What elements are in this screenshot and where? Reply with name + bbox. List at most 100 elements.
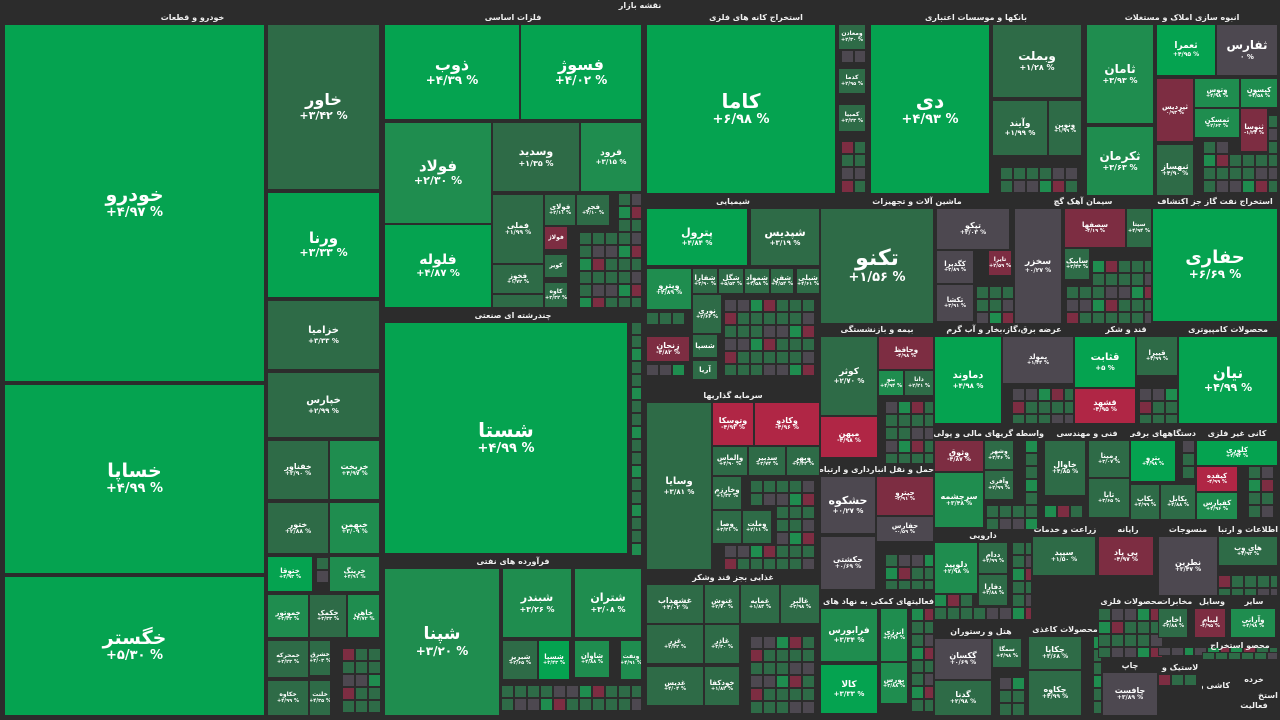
stock-tile[interactable]: وثوق -۴/۸۷ % [934, 440, 984, 472]
small-stock-tile[interactable] [924, 621, 934, 634]
small-stock-tile[interactable] [1111, 647, 1124, 658]
small-stock-tile[interactable] [789, 364, 802, 376]
small-stock-tile[interactable] [1064, 414, 1074, 424]
small-stock-tile[interactable] [631, 387, 642, 400]
small-stock-tile[interactable] [789, 299, 802, 312]
small-stock-tile[interactable] [631, 271, 642, 284]
stock-tile[interactable]: وآرانی +۴/۹۸ % [1230, 608, 1276, 638]
stock-tile[interactable]: گدنا +۲/۹۸ % [934, 680, 992, 716]
small-stock-tile[interactable] [789, 662, 802, 675]
stock-tile[interactable]: وتوسکا -۴/۹۳ % [712, 402, 754, 446]
small-stock-tile[interactable] [631, 322, 642, 335]
stock-tile[interactable]: بکاب +۴/۹۹ % [1130, 484, 1160, 520]
small-stock-tile[interactable] [1242, 180, 1255, 193]
small-stock-tile[interactable] [1025, 555, 1032, 568]
small-stock-tile[interactable] [763, 364, 776, 376]
small-stock-tile[interactable] [1111, 621, 1124, 634]
small-stock-tile[interactable] [1098, 647, 1111, 658]
small-stock-tile[interactable] [316, 570, 329, 583]
small-stock-tile[interactable] [579, 232, 592, 245]
small-stock-tile[interactable] [924, 660, 934, 673]
small-stock-tile[interactable] [976, 299, 989, 312]
stock-tile[interactable]: حپترو -۴/۹۱ % [876, 476, 934, 516]
stock-tile[interactable]: وپترو +۴/۸۹ % [646, 268, 692, 310]
small-stock-tile[interactable] [618, 284, 631, 297]
small-stock-tile[interactable] [1171, 647, 1184, 656]
stock-tile[interactable]: تابا +۳/۶۵ % [1088, 478, 1130, 518]
small-stock-tile[interactable] [960, 607, 973, 620]
small-stock-tile[interactable] [1268, 154, 1278, 167]
small-stock-tile[interactable] [802, 312, 815, 325]
small-stock-tile[interactable] [1025, 440, 1038, 453]
small-stock-tile[interactable] [924, 414, 934, 427]
small-stock-tile[interactable] [802, 688, 815, 701]
small-stock-tile[interactable] [924, 427, 934, 440]
small-stock-tile[interactable] [724, 545, 737, 558]
small-stock-tile[interactable] [924, 673, 934, 686]
small-stock-tile[interactable] [1268, 128, 1278, 141]
stock-tile[interactable]: کوثر +۲/۷۰ % [820, 336, 878, 416]
small-stock-tile[interactable] [1025, 518, 1038, 530]
stock-tile[interactable]: ونوین +۱/۹۹ % [1048, 100, 1082, 156]
stock-tile[interactable]: خرینگ +۴/۹۱ % [329, 556, 380, 592]
stock-tile[interactable]: خودکفا +۱/۸۲ % [704, 666, 740, 706]
stock-tile[interactable]: غزر +۲/۲۲ % [646, 624, 704, 664]
small-stock-tile[interactable] [1270, 588, 1278, 596]
small-stock-tile[interactable] [1025, 505, 1038, 518]
small-stock-tile[interactable] [1182, 453, 1195, 466]
small-stock-tile[interactable] [776, 662, 789, 675]
small-stock-tile[interactable] [1203, 180, 1216, 193]
small-stock-tile[interactable] [789, 545, 802, 558]
stock-tile[interactable]: ثامان +۳/۹۳ % [1086, 24, 1154, 124]
stock-tile[interactable]: خبهمن +۳/۰۹ % [329, 502, 380, 554]
small-stock-tile[interactable] [1152, 414, 1165, 424]
small-stock-tile[interactable] [631, 361, 642, 374]
small-stock-tile[interactable] [1000, 180, 1013, 193]
small-stock-tile[interactable] [1216, 141, 1229, 154]
small-stock-tile[interactable] [579, 698, 592, 711]
small-stock-tile[interactable] [1139, 401, 1152, 414]
stock-tile[interactable]: شسپا [692, 334, 718, 358]
small-stock-tile[interactable] [750, 364, 763, 376]
small-stock-tile[interactable] [911, 401, 924, 414]
small-stock-tile[interactable] [750, 688, 763, 701]
small-stock-tile[interactable] [999, 690, 1012, 703]
small-stock-tile[interactable] [763, 701, 776, 714]
small-stock-tile[interactable] [885, 580, 898, 590]
small-stock-tile[interactable] [368, 700, 381, 713]
small-stock-tile[interactable] [1182, 440, 1195, 453]
small-stock-tile[interactable] [763, 662, 776, 675]
small-stock-tile[interactable] [789, 558, 802, 570]
small-stock-tile[interactable] [885, 567, 898, 580]
small-stock-tile[interactable] [1144, 299, 1152, 312]
small-stock-tile[interactable] [618, 258, 631, 271]
small-stock-tile[interactable] [789, 351, 802, 364]
small-stock-tile[interactable] [1165, 414, 1178, 424]
small-stock-tile[interactable] [1093, 662, 1102, 675]
small-stock-tile[interactable] [631, 284, 642, 297]
small-stock-tile[interactable] [960, 594, 973, 607]
small-stock-tile[interactable] [1079, 312, 1092, 324]
small-stock-tile[interactable] [631, 219, 642, 232]
small-stock-tile[interactable] [841, 141, 854, 154]
small-stock-tile[interactable] [898, 554, 911, 567]
small-stock-tile[interactable] [1254, 652, 1267, 660]
small-stock-tile[interactable] [934, 607, 947, 620]
small-stock-tile[interactable] [1248, 492, 1261, 505]
small-stock-tile[interactable] [1065, 167, 1078, 180]
small-stock-tile[interactable] [605, 284, 618, 297]
small-stock-tile[interactable] [1057, 505, 1070, 518]
small-stock-tile[interactable] [342, 661, 355, 674]
small-stock-tile[interactable] [1218, 588, 1231, 596]
small-stock-tile[interactable] [1248, 505, 1261, 518]
stock-tile[interactable]: اخابر +۴/۸۸ % [1158, 608, 1188, 638]
stock-tile[interactable]: وصا +۳/۲۱ % [712, 510, 742, 544]
small-stock-tile[interactable] [724, 364, 737, 376]
small-stock-tile[interactable] [1267, 652, 1278, 660]
small-stock-tile[interactable] [776, 519, 789, 532]
small-stock-tile[interactable] [802, 675, 815, 688]
stock-tile[interactable]: ثنوسا -۱/۲۴ % [1240, 108, 1268, 152]
stock-tile[interactable]: لپیام -۴/۹۵ % [1194, 608, 1226, 638]
small-stock-tile[interactable] [854, 50, 866, 63]
stock-tile[interactable]: غشهداب +۴/۰۲ % [646, 584, 704, 624]
